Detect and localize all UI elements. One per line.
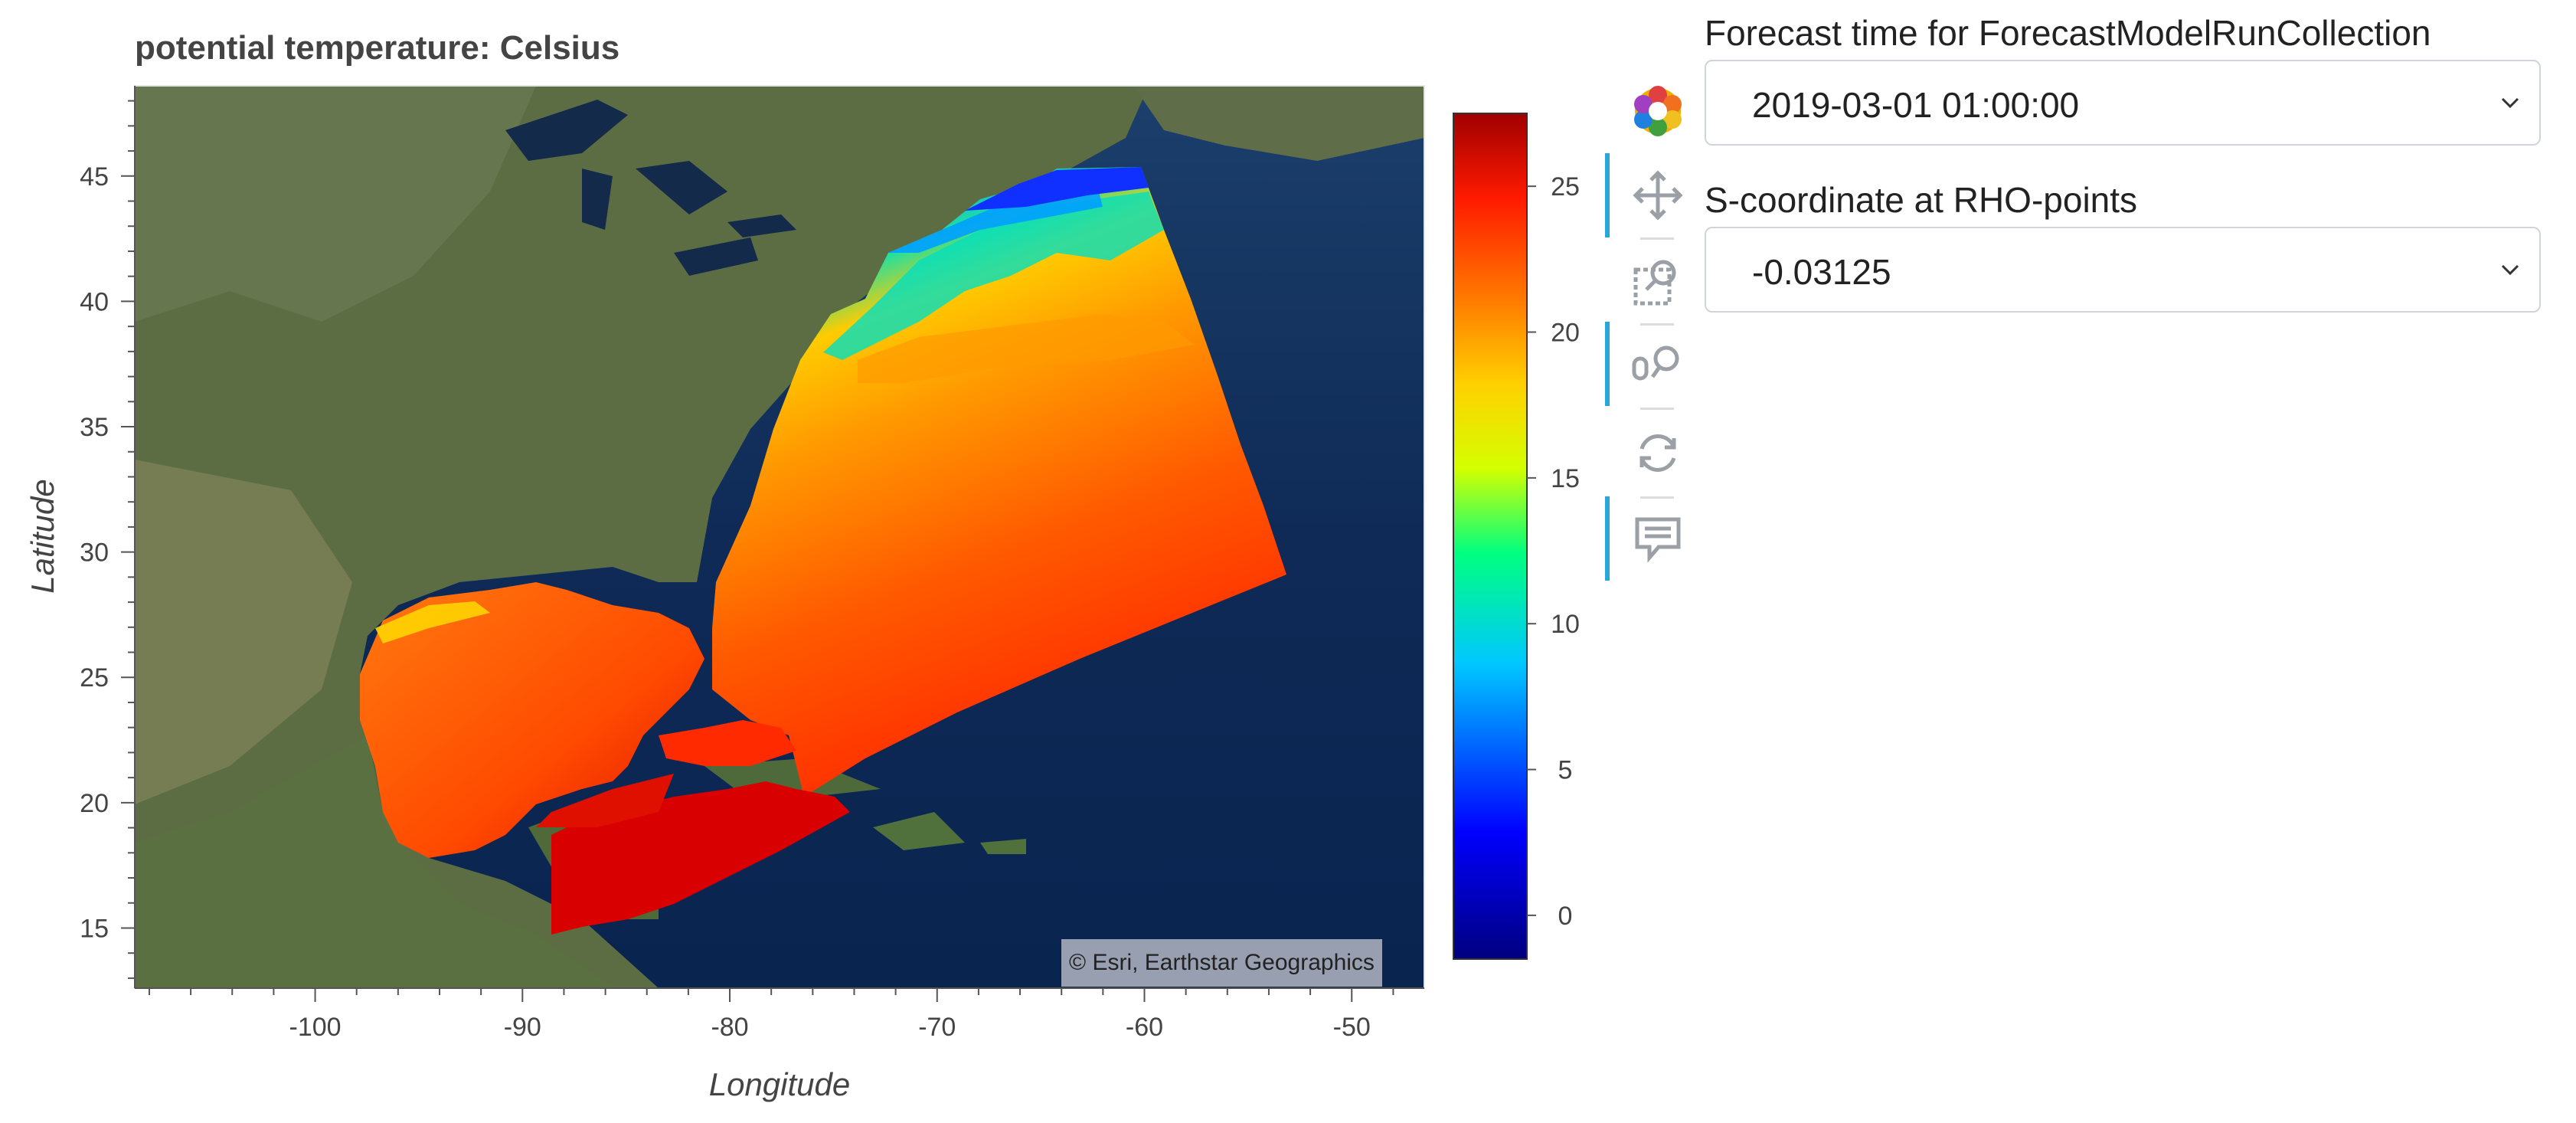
x-tick-label: -100 (289, 1013, 342, 1042)
x-tick-label: -50 (1333, 1013, 1371, 1042)
x-tick-label: -80 (711, 1013, 748, 1042)
hover-icon[interactable] (1623, 504, 1692, 573)
wheel-zoom-active-indicator (1605, 322, 1610, 406)
forecast-time-value: 2019-03-01 01:00:00 (1752, 85, 2080, 125)
toolbar-separator (1640, 323, 1674, 326)
colorbar-tick-label: 20 (1551, 319, 1580, 348)
box-zoom-icon[interactable] (1623, 247, 1692, 316)
pan-icon[interactable] (1623, 161, 1692, 230)
s-coordinate-select[interactable]: -0.03125 (1705, 227, 2541, 313)
colorbar-axis: 0 5 10 15 20 25 (1527, 172, 1580, 931)
map-attribution[interactable]: © Esri, Earthstar Geographics (1061, 939, 1382, 987)
y-axis: 15 20 25 30 35 40 45 (80, 86, 136, 988)
s-coordinate-value: -0.03125 (1752, 252, 1891, 292)
y-tick-label: 20 (80, 789, 109, 818)
colorbar (1453, 113, 1528, 960)
chevron-down-icon (2501, 97, 2519, 109)
y-tick-label: 15 (80, 914, 109, 943)
pan-active-indicator (1605, 153, 1610, 237)
colorbar-tick-label: 10 (1551, 610, 1580, 639)
hover-active-indicator (1605, 496, 1610, 581)
x-tick-label: -60 (1126, 1013, 1163, 1042)
plot-title: potential temperature: Celsius (135, 29, 620, 67)
temperature-field[interactable] (360, 167, 1286, 935)
y-tick-label: 25 (80, 663, 109, 692)
y-tick-label: 35 (80, 413, 109, 442)
y-tick-label: 30 (80, 539, 109, 568)
reset-icon[interactable] (1623, 418, 1692, 487)
x-axis: -100 -90 -80 -70 -60 -50 (135, 987, 1424, 1042)
s-coordinate-label: S-coordinate at RHO-points (1705, 180, 2138, 220)
colorbar-tick-label: 5 (1558, 756, 1573, 785)
colorbar-tick-label: 0 (1558, 902, 1573, 931)
forecast-time-label: Forecast time for ForecastModelRunCollec… (1705, 13, 2431, 53)
wheel-zoom-icon[interactable] (1623, 329, 1692, 398)
toolbar-separator (1640, 408, 1674, 410)
colorbar-tick-label: 15 (1551, 464, 1580, 493)
y-axis-title: Latitude (25, 479, 60, 593)
colorbar-tick-label: 25 (1551, 172, 1580, 201)
y-tick-label: 45 (80, 162, 109, 192)
chevron-down-icon (2501, 264, 2519, 276)
x-tick-label: -70 (918, 1013, 956, 1042)
forecast-time-select[interactable]: 2019-03-01 01:00:00 (1705, 60, 2541, 146)
toolbar-separator (1640, 237, 1674, 240)
x-tick-label: -90 (504, 1013, 541, 1042)
bokeh-logo-icon[interactable] (1623, 77, 1692, 146)
x-axis-title: Longitude (709, 1066, 851, 1102)
toolbar-separator (1640, 496, 1674, 499)
y-tick-label: 40 (80, 287, 109, 316)
